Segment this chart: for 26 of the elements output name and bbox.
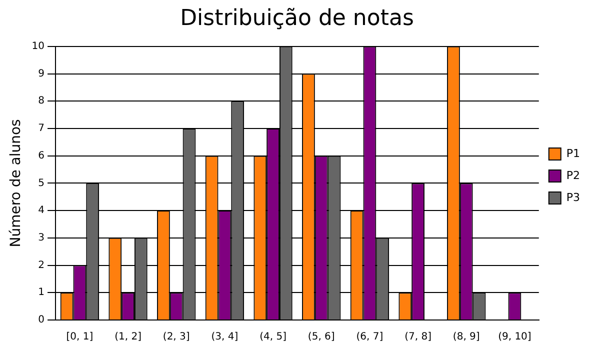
chart-title: Distribuição de notas (180, 6, 414, 31)
x-tick-label: [0, 1] (66, 332, 94, 343)
x-tick-label: (1, 2] (114, 332, 142, 343)
y-tick-label: 6 (38, 150, 45, 162)
y-tick-label: 7 (38, 123, 45, 134)
x-tick-label: (9, 10] (498, 332, 532, 343)
y-tick-label: 0 (38, 314, 45, 326)
legend-label: P2 (566, 168, 580, 182)
y-tick-label: 3 (38, 232, 45, 244)
y-tick-label: 2 (38, 260, 45, 271)
legend-label: P1 (566, 146, 580, 160)
x-tick-label: (8, 9] (452, 332, 480, 343)
y-tick-label: 1 (38, 287, 45, 298)
x-tick-label: (3, 4] (211, 332, 238, 343)
y-tick-label: 5 (38, 178, 45, 189)
x-tick-label: (5, 6] (308, 332, 335, 343)
x-tick-label: (7, 8] (404, 332, 432, 343)
y-tick-label: 4 (38, 205, 45, 216)
x-tick-label: (4, 5] (260, 332, 287, 343)
legend-label: P3 (566, 190, 580, 204)
y-tick-label: 10 (32, 40, 45, 52)
y-axis-title: Número de alunos (8, 119, 24, 248)
y-tick-label: 9 (38, 68, 45, 80)
y-tick-label: 8 (38, 96, 45, 107)
x-tick-label: (2, 3] (162, 332, 190, 343)
x-tick-label: (6, 7] (356, 332, 384, 343)
